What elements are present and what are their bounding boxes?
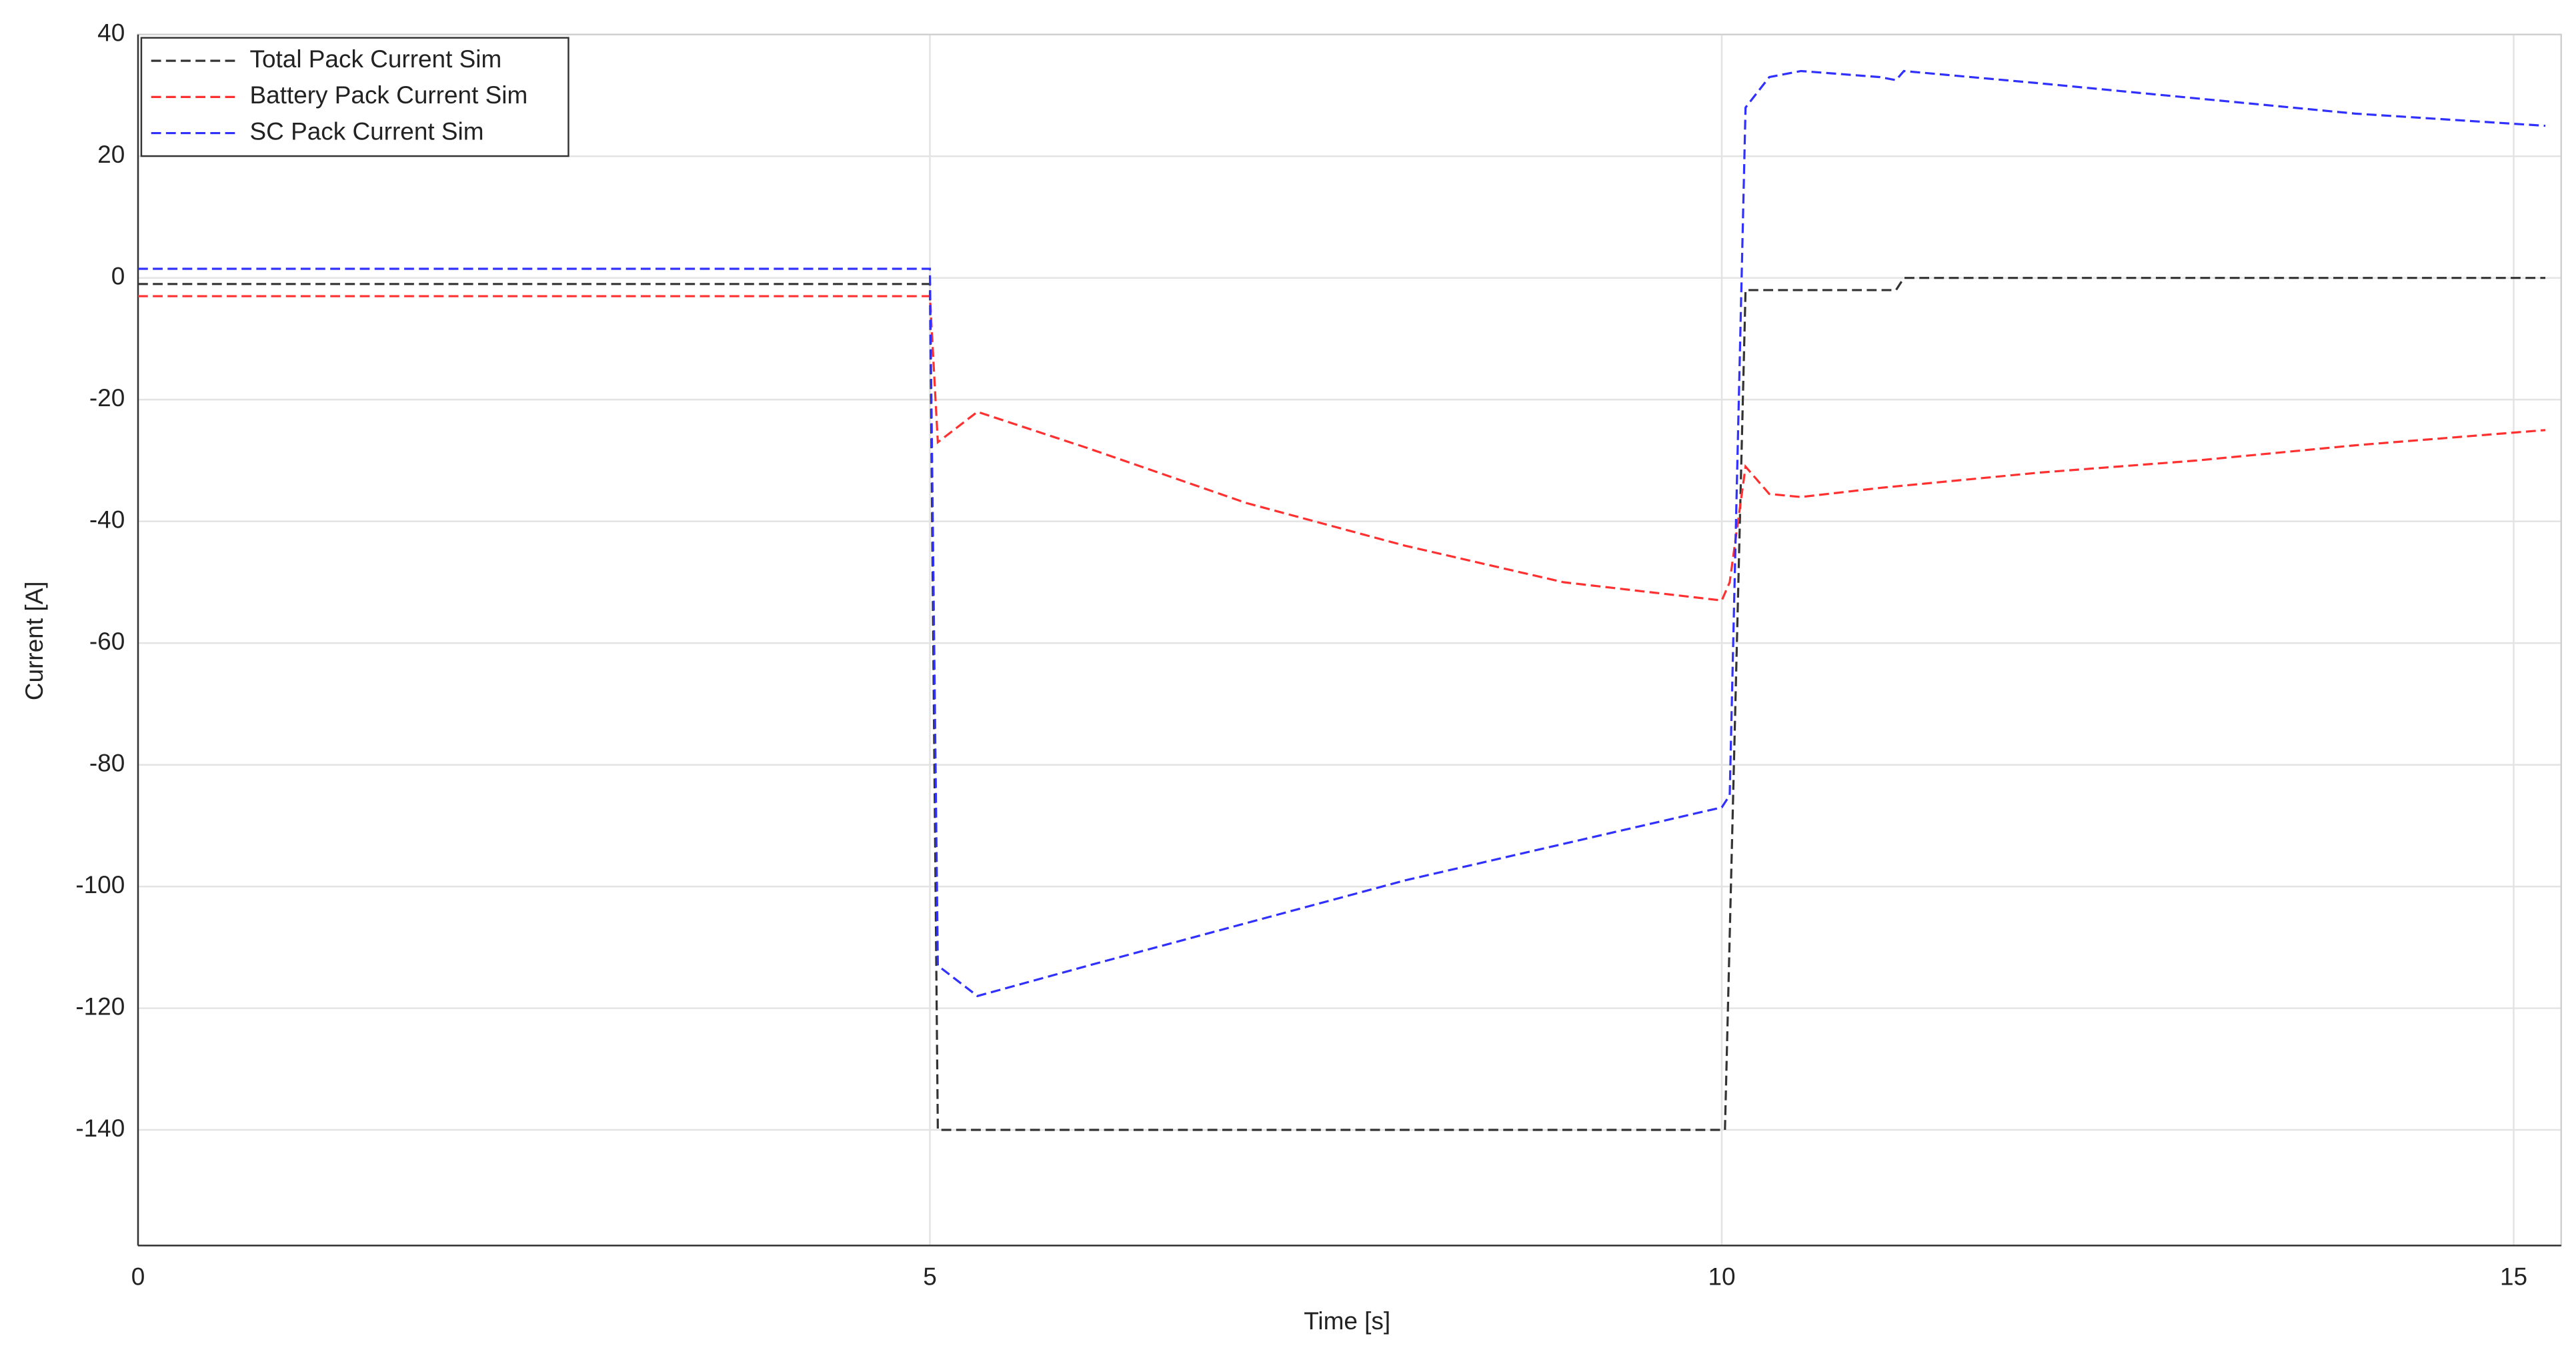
legend-label: Battery Pack Current Sim	[250, 81, 528, 109]
x-tick-label: 0	[131, 1263, 145, 1290]
x-tick-label: 5	[923, 1263, 937, 1290]
y-tick-label: -140	[75, 1115, 125, 1142]
y-tick-label: 40	[97, 19, 125, 47]
x-axis-label: Time [s]	[1304, 1307, 1390, 1335]
data-line	[137, 69, 2546, 998]
y-tick-label: -100	[75, 871, 125, 898]
legend-label: SC Pack Current Sim	[250, 117, 484, 145]
data-line	[137, 295, 2546, 602]
y-tick-label: -120	[75, 992, 125, 1020]
y-tick-label: -20	[89, 384, 125, 412]
x-tick-label: 15	[2500, 1263, 2527, 1290]
y-tick-label: 0	[111, 262, 125, 289]
x-tick-label: 10	[1708, 1263, 1735, 1290]
y-tick-label: -40	[89, 506, 125, 533]
y-tick-label: 20	[97, 141, 125, 168]
y-axis-label: Current [A]	[21, 581, 48, 700]
legend-label: Total Pack Current Sim	[250, 45, 502, 73]
y-tick-label: -60	[89, 628, 125, 655]
y-tick-label: -80	[89, 749, 125, 776]
